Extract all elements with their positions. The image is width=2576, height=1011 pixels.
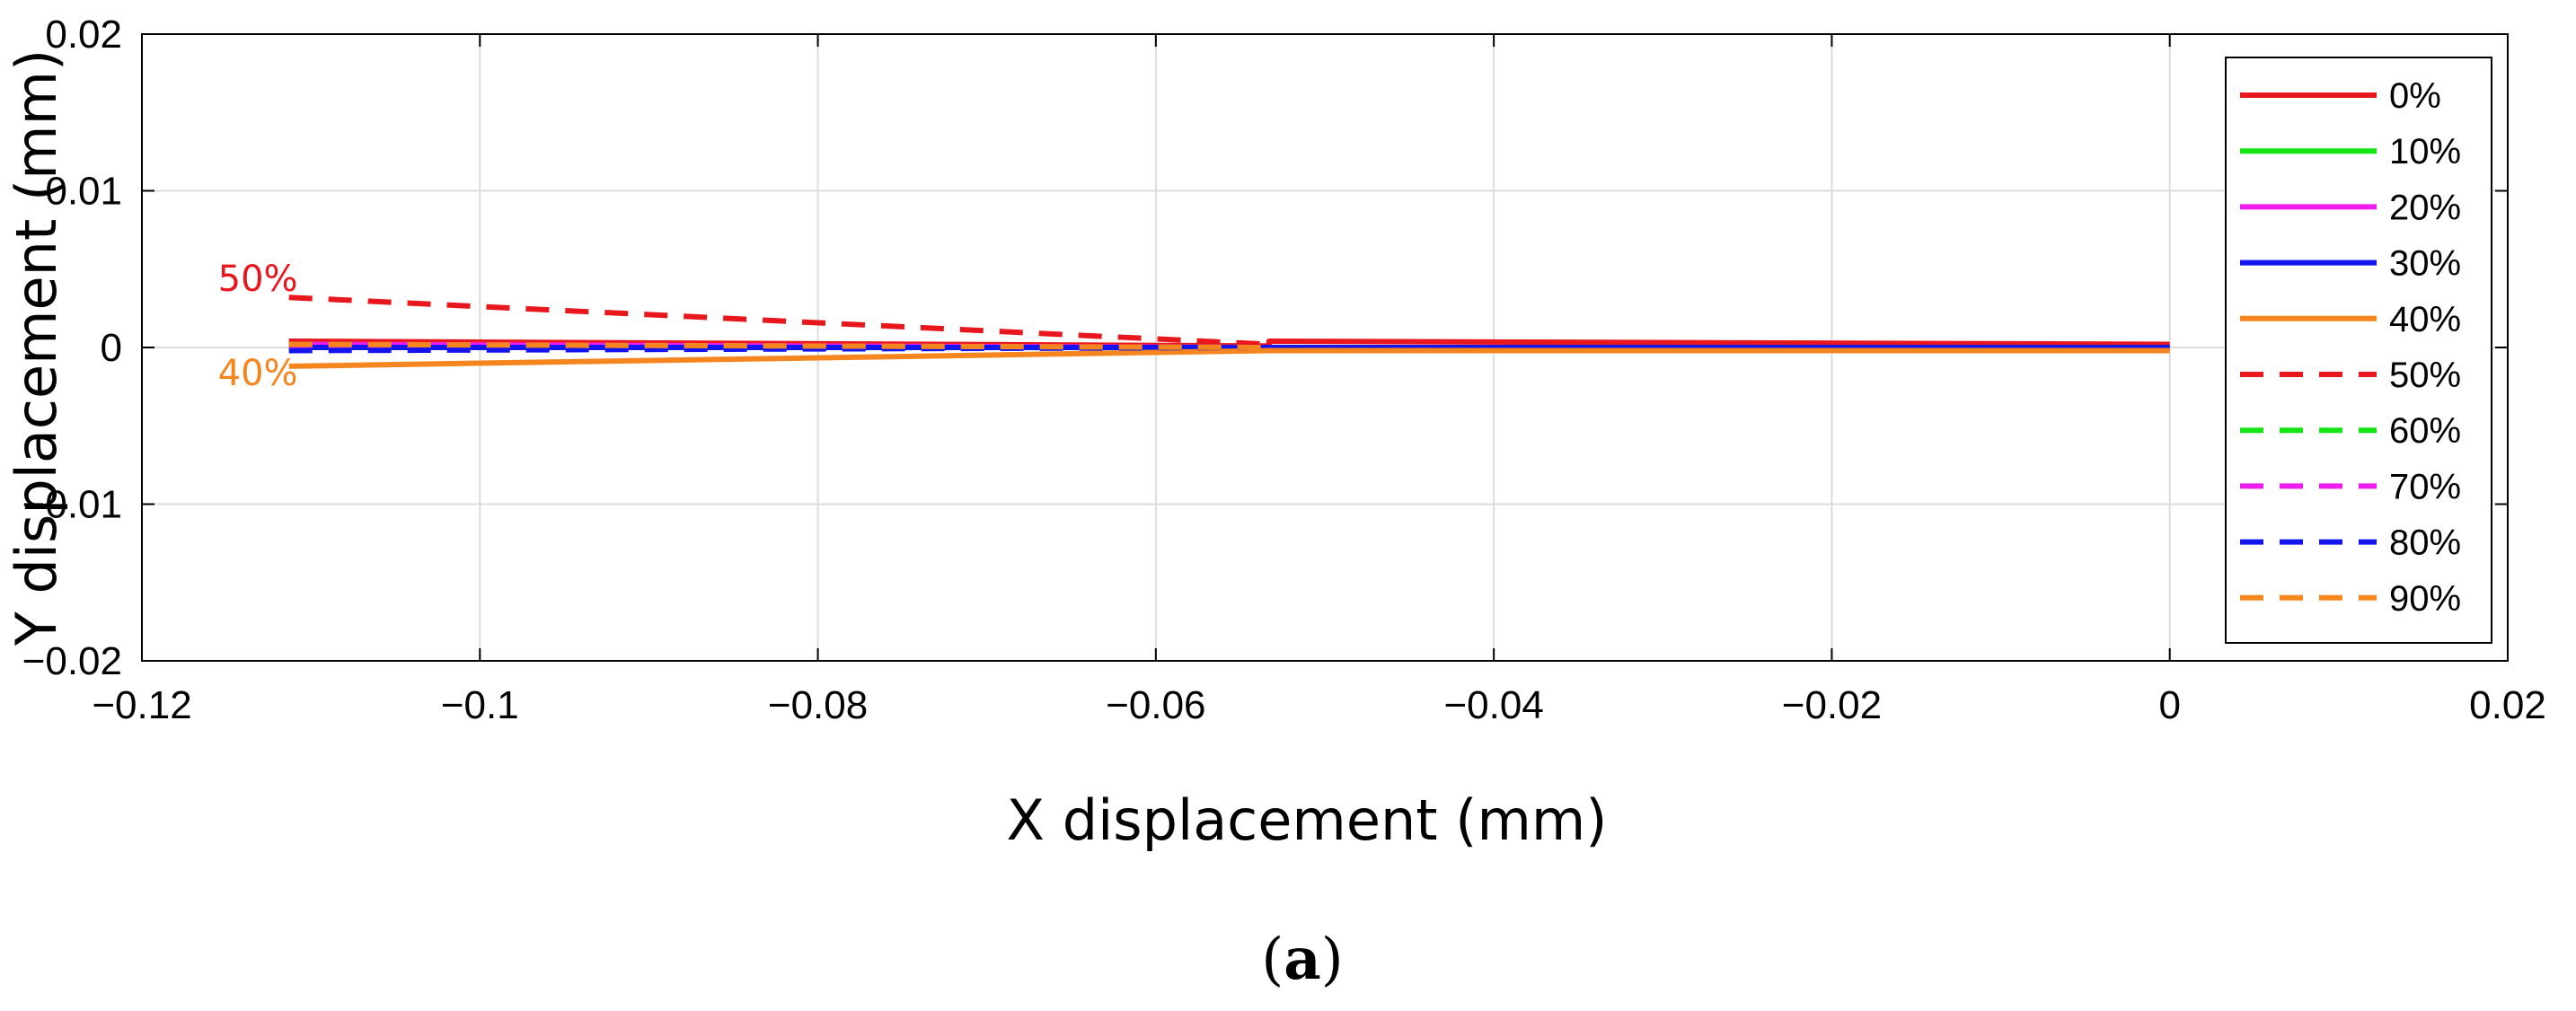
x-ticks: −0.12 −0.1 −0.08 −0.06 −0.04 −0.02 0 0.02 xyxy=(92,34,2546,727)
x-tick-label: −0.06 xyxy=(1106,683,1205,727)
legend-label: 30% xyxy=(2389,244,2461,284)
legend-label: 90% xyxy=(2389,579,2461,619)
series-line-90pct xyxy=(288,341,1269,350)
y-tick-label: −0.01 xyxy=(22,483,122,527)
figure-caption: (a) xyxy=(1261,926,1343,993)
annotation-label: 40% xyxy=(218,353,298,394)
legend-label: 60% xyxy=(2389,411,2461,451)
caption-open: ( xyxy=(1261,927,1284,993)
legend-label: 80% xyxy=(2389,523,2461,563)
legend-label: 50% xyxy=(2389,356,2461,395)
y-axis-label: Y displacement (mm) xyxy=(4,49,69,646)
y-tick-label: 0.01 xyxy=(45,170,122,214)
x-tick-label: −0.02 xyxy=(1782,683,1882,727)
legend-box xyxy=(2225,57,2492,644)
y-tick-label: 0 xyxy=(101,326,122,370)
annotation-label: 50% xyxy=(218,259,298,300)
x-tick-label: −0.12 xyxy=(92,683,191,727)
legend-label: 70% xyxy=(2389,467,2461,506)
x-tick-label: −0.1 xyxy=(441,683,519,727)
x-axis-label: X displacement (mm) xyxy=(1007,787,1608,853)
annotations: 50% 40% xyxy=(218,259,298,394)
series-line-80pct xyxy=(288,345,1269,354)
x-tick-label: −0.04 xyxy=(1443,683,1543,727)
x-tick-label: 0 xyxy=(2158,683,2180,727)
x-tick-label: 0.02 xyxy=(2469,683,2546,727)
caption-letter: a xyxy=(1284,926,1320,993)
x-tick-label: −0.08 xyxy=(768,683,868,727)
y-tick-label: 0.02 xyxy=(45,13,122,57)
caption-close: ) xyxy=(1321,927,1344,993)
series-layer xyxy=(288,295,2170,369)
legend-label: 10% xyxy=(2389,132,2461,171)
legend-label: 20% xyxy=(2389,188,2461,227)
series-line-40pct xyxy=(288,347,2170,369)
legend-label: 40% xyxy=(2389,300,2461,339)
legend: 0% 10% 20% 30% 40% 50% 60% 70% 80% 90% xyxy=(2225,57,2492,644)
legend-label: 0% xyxy=(2389,76,2441,116)
y-tick-label: −0.02 xyxy=(22,639,122,683)
series-line-50pct xyxy=(288,295,1270,347)
y-ticks: −0.02 −0.01 0 0.01 0.02 xyxy=(22,13,2508,683)
